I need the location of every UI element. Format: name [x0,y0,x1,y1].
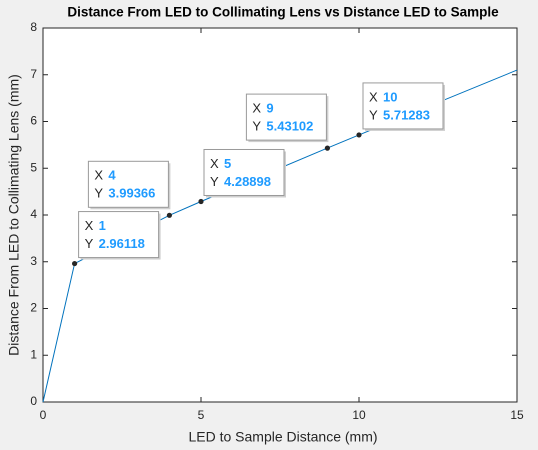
datatip-x-value: 10 [383,89,397,104]
datatip-marker [324,145,330,151]
datatip-y-value: 3.99366 [108,186,155,201]
datatip-x-value: 9 [266,101,273,116]
datatip-box [78,211,160,259]
datatip-x-label: X [252,101,261,116]
datatip-y-label: Y [252,119,261,134]
datatip-box [203,148,285,196]
y-tick-label: 4 [30,207,37,221]
datatip-y-label: Y [94,186,103,201]
datatip-marker [166,212,172,218]
datatip-box [362,82,444,130]
datatip-y-label: Y [210,174,219,189]
y-axis-label: Distance From LED to Collimating Lens (m… [6,74,22,356]
datatip-x-label: X [85,218,94,233]
datatip-y-label: Y [369,107,378,122]
datatip-y-value: 5.43102 [266,119,313,134]
datatip-x-value: 1 [99,218,106,233]
datatip-x-value: 4 [108,168,116,183]
y-tick-label: 5 [30,160,37,174]
datatip-marker [72,260,78,267]
datatip-y-value: 2.96118 [99,236,145,251]
y-tick-label: 6 [30,114,37,128]
datatip-x-value: 5 [224,156,231,171]
x-axis-label: LED to Sample Distance (mm) [188,429,377,445]
datatip-marker [198,198,204,205]
x-tick-label: 15 [510,408,524,422]
y-tick-label: 2 [30,301,37,315]
y-tick-label: 8 [30,20,37,34]
datatip-box [245,93,327,141]
y-tick-label: 7 [30,67,37,81]
datatip-box [87,160,169,208]
y-tick-label: 0 [30,394,37,408]
x-tick-label: 10 [352,408,366,422]
datatip-x-label: X [94,168,103,183]
datatip-y-value: 4.28898 [224,174,271,189]
datatip-x-label: X [369,89,378,104]
y-tick-label: 1 [30,347,37,361]
x-tick-label: 0 [40,408,47,422]
x-tick-label: 5 [198,408,205,422]
datatip-y-label: Y [85,236,94,251]
chart-title: Distance From LED to Collimating Lens vs… [67,5,499,20]
datatip-y-value: 5.71283 [383,107,430,122]
datatip-x-label: X [210,156,219,171]
y-tick-label: 3 [30,254,37,268]
datatip-marker [356,132,362,138]
